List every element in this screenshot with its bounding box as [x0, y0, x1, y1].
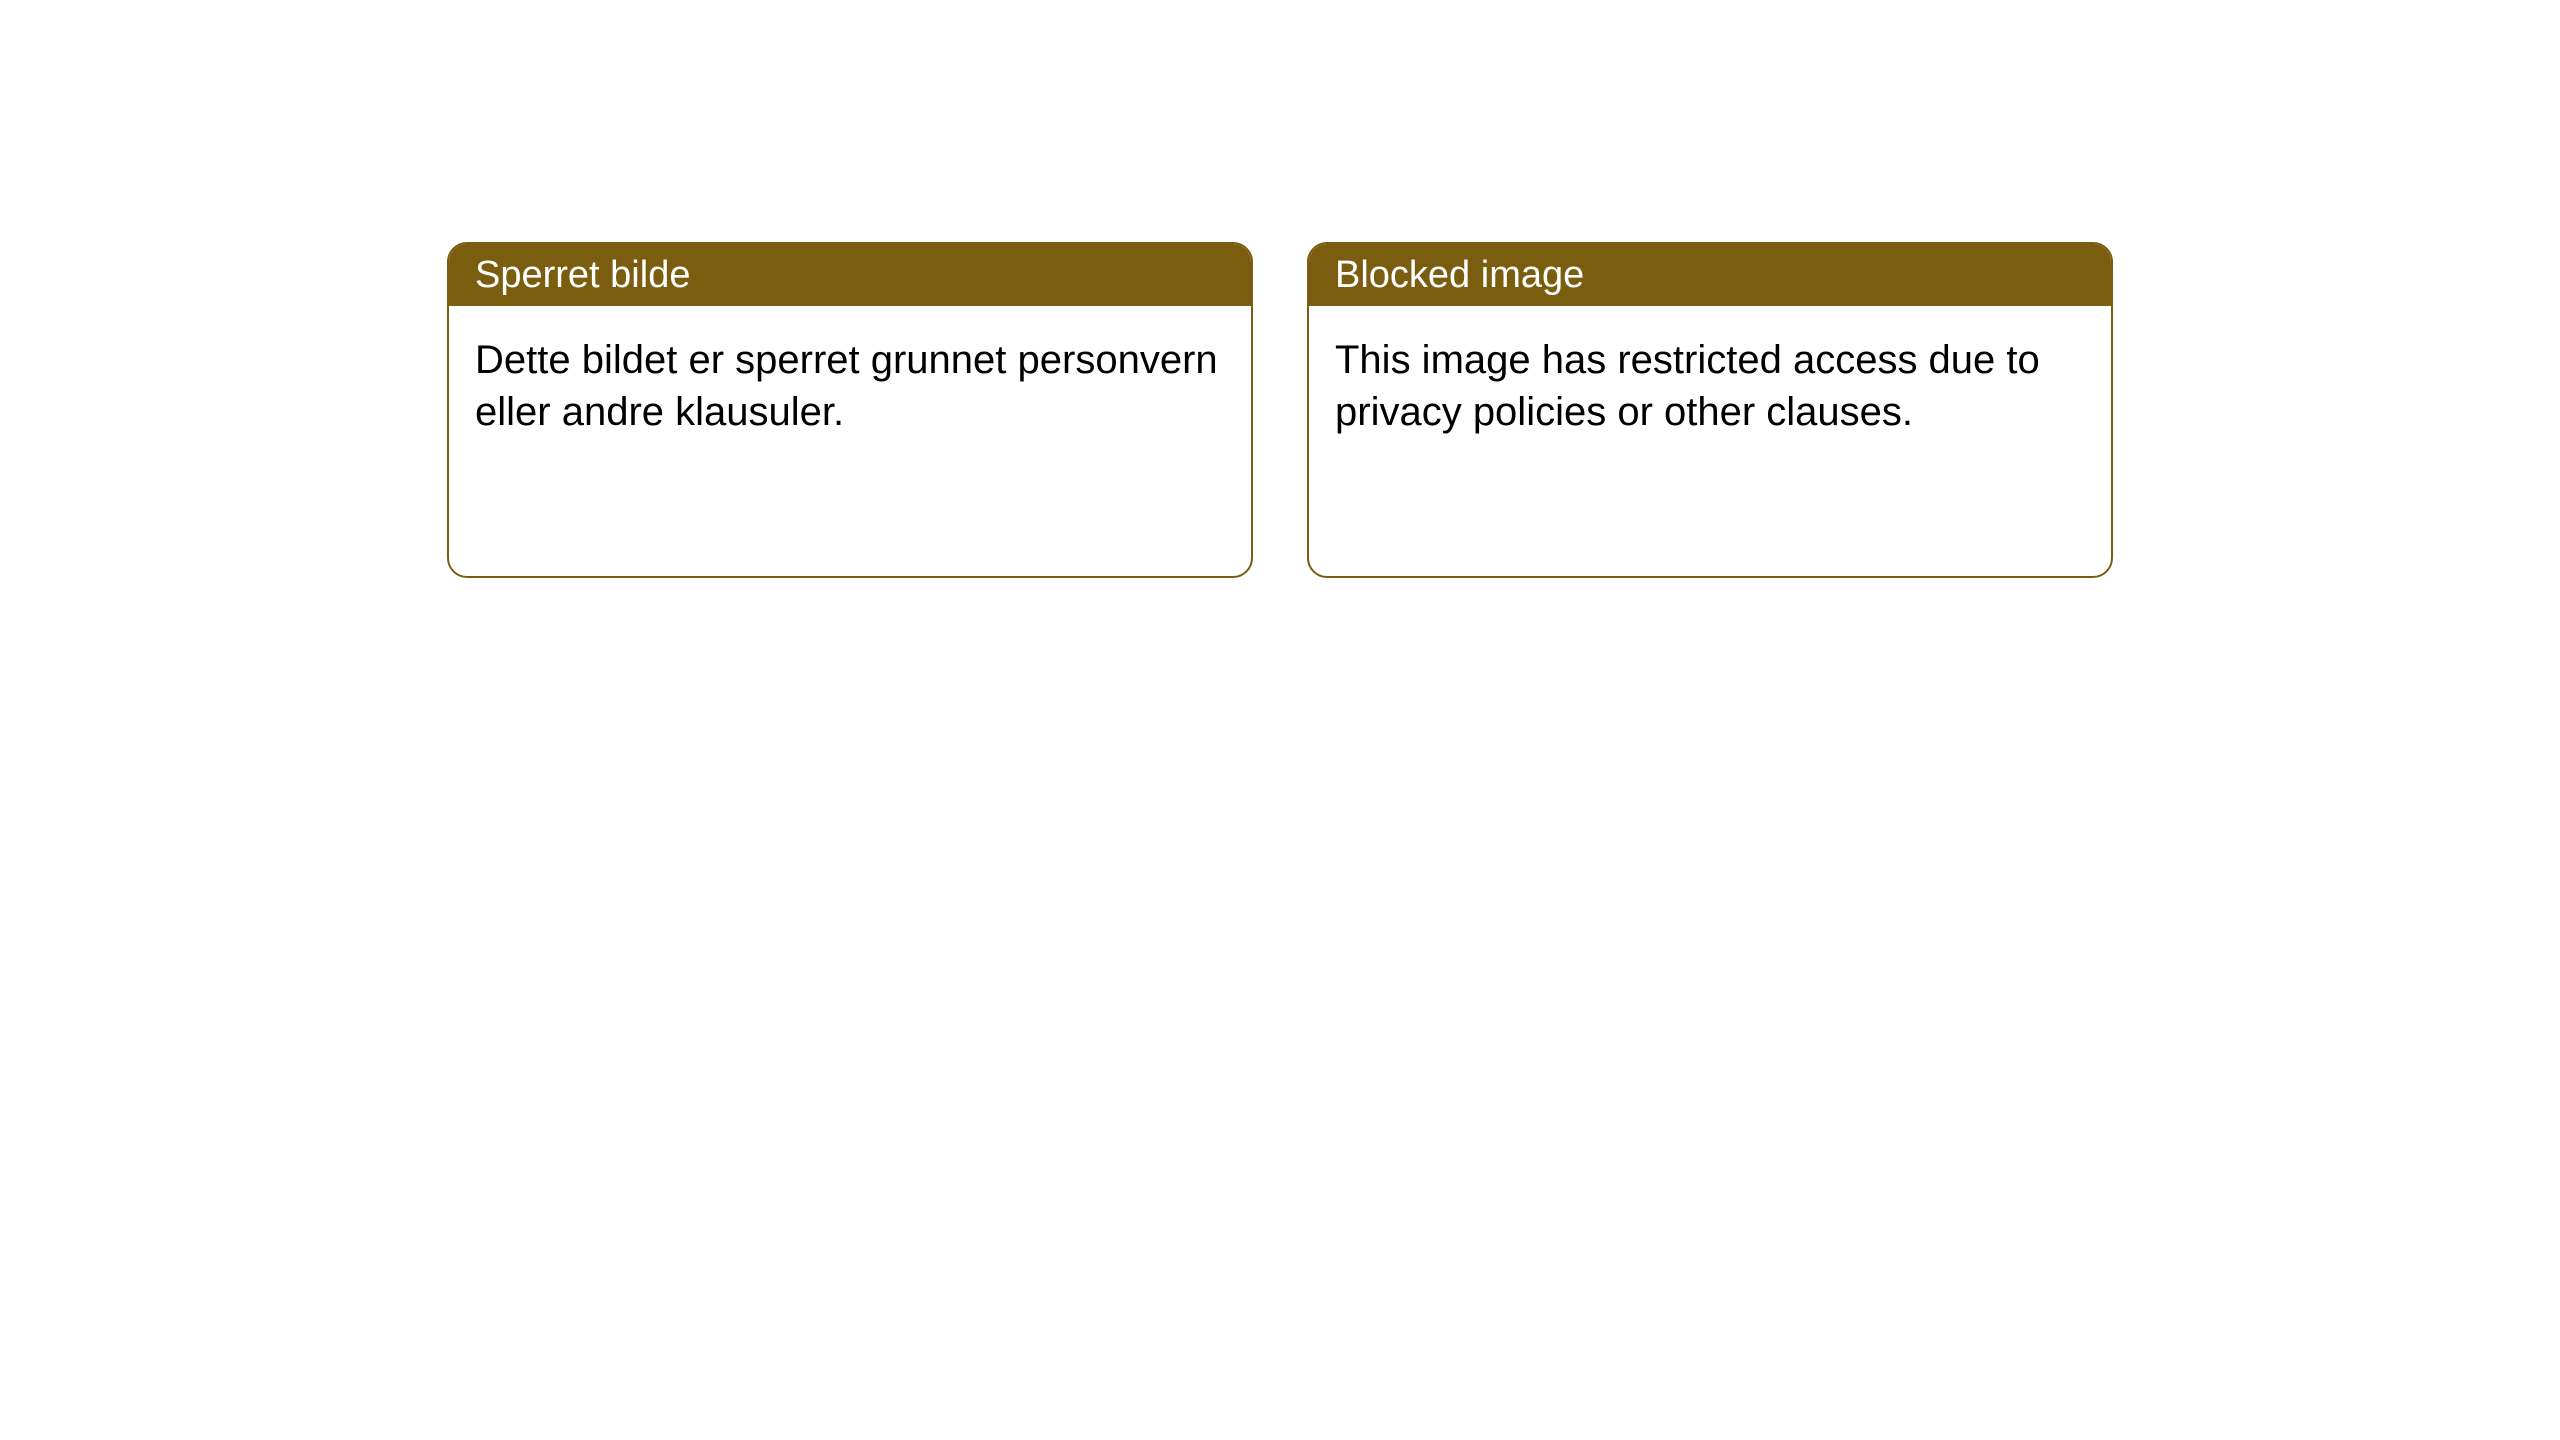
card-body: Dette bildet er sperret grunnet personve… [449, 306, 1251, 466]
card-title: Blocked image [1335, 254, 1584, 297]
card-body-text: Dette bildet er sperret grunnet personve… [475, 338, 1218, 434]
card-header: Blocked image [1309, 244, 2111, 306]
notice-container: Sperret bilde Dette bildet er sperret gr… [447, 242, 2113, 578]
notice-card-english: Blocked image This image has restricted … [1307, 242, 2113, 578]
card-title: Sperret bilde [475, 254, 690, 297]
card-body: This image has restricted access due to … [1309, 306, 2111, 466]
notice-card-norwegian: Sperret bilde Dette bildet er sperret gr… [447, 242, 1253, 578]
card-body-text: This image has restricted access due to … [1335, 338, 2040, 434]
card-header: Sperret bilde [449, 244, 1251, 306]
